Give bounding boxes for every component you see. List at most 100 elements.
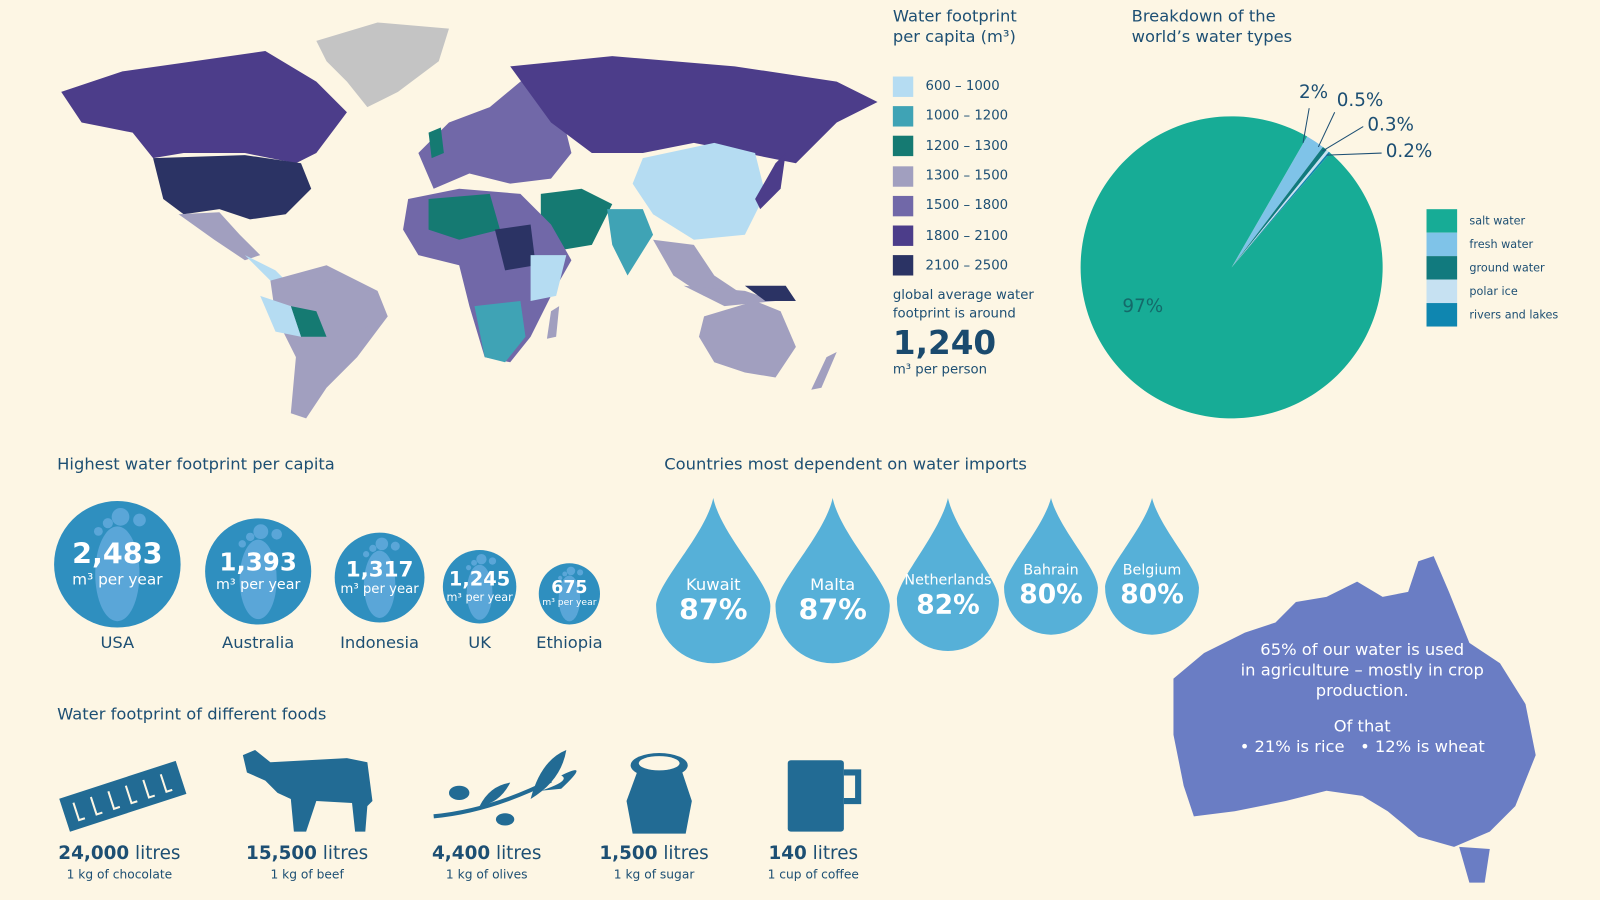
pie-leader-line [1322, 126, 1364, 152]
pie-legend-label: rivers and lakes [1469, 308, 1559, 322]
map-legend-item: 1300 – 1500 [892, 161, 1034, 191]
southern-africa [474, 301, 526, 363]
import-value: 82% [916, 589, 980, 620]
pie-legend-label: ground water [1469, 261, 1545, 275]
peru [260, 295, 302, 337]
russia [510, 56, 878, 164]
southeast-asia [653, 239, 745, 296]
import-country: Kuwait [685, 574, 741, 595]
footprint-country: Australia [222, 632, 295, 653]
pie-slice-fresh-water [1231, 136, 1323, 268]
pie-title-line-2: world’s water types [1131, 26, 1293, 46]
bolivia [290, 306, 327, 337]
pie-legend-swatch [1426, 232, 1458, 257]
pie-label-salt-water: 97% [1122, 296, 1163, 317]
legend-swatch [892, 195, 914, 217]
pie-slice-polar-ice [1231, 149, 1329, 268]
north-africa [428, 193, 500, 240]
pie-legend-item: polar ice [1426, 279, 1559, 304]
food-description: 1 kg of chocolate [66, 867, 173, 882]
food-item: 1,500 litres 1 kg of sugar [572, 843, 735, 882]
india [607, 209, 654, 276]
map-legend-item: 1200 – 1300 [892, 131, 1034, 161]
highest-title: Highest water footprint per capita [57, 454, 335, 474]
pie-legend-item: salt water [1426, 209, 1559, 233]
map-legend-item: 2100 – 2500 [892, 251, 1034, 281]
footprint-country: Ethiopia [536, 632, 603, 653]
import-value: 80% [1120, 579, 1184, 610]
footprint-icon [93, 507, 146, 622]
footprint-unit: m³ per year [72, 570, 163, 590]
pie-legend-swatch [1426, 279, 1458, 304]
footprint-unit: m³ per year [215, 576, 301, 594]
pie-title: Breakdown of the world’s water types [1132, 6, 1293, 47]
import-country: Bahrain [1023, 561, 1079, 579]
footprint-circle: 1,317 m³ per year [334, 532, 425, 623]
sudan [494, 224, 536, 271]
pie-legend-item: ground water [1426, 256, 1559, 280]
pie-leader-line [1317, 112, 1336, 148]
pie-leader-line [1302, 108, 1310, 143]
import-country: Belgium [1122, 561, 1182, 579]
footprint-unit: m³ per year [446, 590, 513, 605]
footprint-icon [362, 537, 400, 618]
water-drop-icon [775, 497, 890, 664]
footprint-value: 1,317 [345, 557, 414, 582]
pie-legend-label: fresh water [1469, 237, 1534, 252]
footprint-value: 2,483 [72, 537, 163, 571]
food-item: 24,000 litres 1 kg of chocolate [38, 843, 201, 882]
pie-legend-label: salt water [1469, 214, 1526, 228]
global-average-value: 1,240 [892, 323, 997, 363]
madagascar [546, 306, 560, 339]
pie-slice-rivers-and-lakes [1231, 151, 1331, 268]
china [632, 142, 766, 240]
legend-swatch [892, 135, 914, 157]
pie-legend-label: polar ice [1469, 284, 1518, 298]
new-zealand [811, 352, 837, 390]
australia [698, 301, 796, 378]
map-legend-title-2: per capita (m³) [892, 26, 1016, 46]
footprint-value: 1,245 [448, 568, 511, 591]
food-unit: litres [663, 842, 709, 865]
import-drop: Kuwait 87% [656, 575, 770, 627]
import-value: 80% [1019, 579, 1083, 610]
pie-label-rivers-and-lakes: 0.2% [1386, 141, 1433, 162]
water-drop-icon [1105, 497, 1199, 635]
legend-label: 1200 – 1300 [925, 138, 1009, 154]
brazil-region [306, 277, 378, 337]
food-amount: 140 [768, 842, 807, 865]
food-description: 1 kg of olives [445, 867, 528, 882]
pie-label-ground-water: 0.5% [1337, 90, 1384, 111]
food-amount: 24,000 [58, 842, 130, 865]
food-description: 1 cup of coffee [767, 867, 859, 882]
global-average-unit: m³ per person [892, 362, 988, 378]
global-average-text: global average water [892, 287, 1034, 304]
map-legend-item: 1500 – 1800 [892, 191, 1034, 221]
legend-label: 2100 – 2500 [925, 258, 1009, 274]
imports-title: Countries most dependent on water import… [664, 454, 1027, 474]
import-country: Malta [810, 574, 856, 595]
pie-label-fresh-water: 2% [1299, 82, 1328, 103]
pie-legend: salt water fresh water ground water polar i… [1426, 209, 1559, 327]
legend-swatch [892, 76, 914, 97]
water-drop-icon [656, 497, 771, 664]
food-description: 1 kg of beef [270, 867, 344, 882]
australia-shape [1173, 556, 1536, 883]
global-average-text-2: footprint is around [892, 306, 1016, 322]
pie-legend-item: fresh water [1426, 232, 1559, 257]
footprint-circle: 2,483 m³ per year [54, 501, 181, 628]
pie-label-polar-ice: 0.3% [1367, 115, 1414, 136]
footprint-icon [238, 524, 283, 620]
footprint-unit: m³ per year [542, 597, 597, 608]
cow-icon [242, 749, 373, 832]
legend-swatch [892, 225, 914, 247]
pie-legend-swatch [1426, 303, 1458, 327]
pie-title-line-1: Breakdown of the [1131, 6, 1276, 26]
water-drop-icon [896, 497, 999, 652]
chocolate-bar-icon [59, 760, 187, 832]
food-unit: litres [322, 842, 369, 865]
canada [61, 51, 347, 164]
middle-east [540, 188, 613, 250]
footprint-unit: m³ per year [340, 581, 419, 597]
legend-label: 1300 – 1500 [925, 168, 1009, 184]
